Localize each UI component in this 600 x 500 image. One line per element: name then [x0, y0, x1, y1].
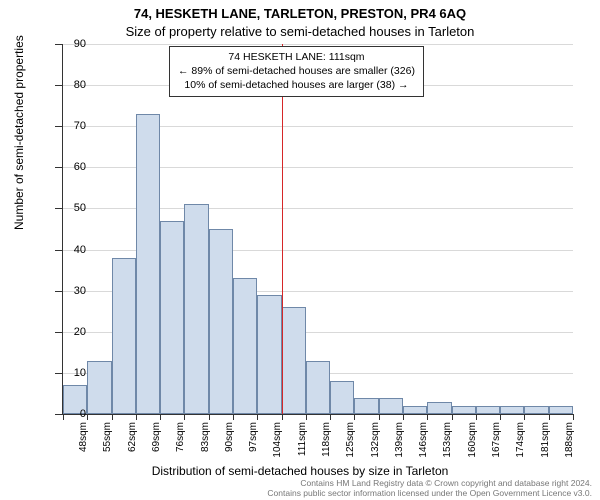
histogram-bar — [549, 406, 573, 414]
x-tick — [257, 414, 258, 420]
x-tick-label: 83sqm — [200, 422, 211, 452]
x-tick-label: 90sqm — [224, 422, 235, 452]
x-tick — [403, 414, 404, 420]
x-tick — [282, 414, 283, 420]
x-tick-label: 153sqm — [442, 422, 453, 458]
annotation-line3: 10% of semi-detached houses are larger (… — [178, 78, 415, 92]
x-tick — [476, 414, 477, 420]
y-tick-label: 90 — [56, 38, 86, 50]
y-tick-label: 20 — [56, 326, 86, 338]
x-axis-label: Distribution of semi-detached houses by … — [0, 464, 600, 478]
x-tick-label: 118sqm — [321, 422, 332, 457]
x-tick — [160, 414, 161, 420]
y-tick-label: 70 — [56, 120, 86, 132]
histogram-bar — [379, 398, 403, 414]
x-tick — [524, 414, 525, 420]
chart-title-sub: Size of property relative to semi-detach… — [0, 24, 600, 39]
y-tick-label: 10 — [56, 367, 86, 379]
x-tick-label: 139sqm — [394, 422, 405, 458]
x-tick-label: 167sqm — [491, 422, 502, 458]
x-tick-label: 104sqm — [272, 422, 283, 458]
x-tick — [427, 414, 428, 420]
histogram-bar — [136, 114, 160, 414]
x-tick — [379, 414, 380, 420]
histogram-bar — [354, 398, 378, 414]
x-tick-label: 55sqm — [102, 422, 113, 452]
x-tick — [233, 414, 234, 420]
x-tick — [136, 414, 137, 420]
x-tick — [112, 414, 113, 420]
x-tick — [549, 414, 550, 420]
histogram-bar — [403, 406, 427, 414]
histogram-bar — [87, 361, 111, 414]
histogram-bar — [209, 229, 233, 414]
x-tick-label: 62sqm — [127, 422, 138, 452]
x-tick-label: 125sqm — [345, 422, 356, 458]
plot-area: 74 HESKETH LANE: 111sqm ← 89% of semi-de… — [62, 44, 573, 415]
y-tick-label: 50 — [56, 202, 86, 214]
histogram-bar — [306, 361, 330, 414]
x-tick-label: 111sqm — [297, 422, 308, 456]
x-tick-label: 97sqm — [248, 422, 259, 452]
annotation-line2: ← 89% of semi-detached houses are smalle… — [178, 64, 415, 78]
x-tick-label: 188sqm — [564, 422, 575, 458]
x-tick — [306, 414, 307, 420]
footer-line2: Contains public sector information licen… — [267, 488, 592, 498]
y-tick-label: 80 — [56, 79, 86, 91]
footer-line1: Contains HM Land Registry data © Crown c… — [267, 478, 592, 488]
chart-title-main: 74, HESKETH LANE, TARLETON, PRESTON, PR4… — [0, 6, 600, 21]
annotation-box: 74 HESKETH LANE: 111sqm ← 89% of semi-de… — [169, 46, 424, 97]
reference-line — [282, 44, 283, 414]
chart-container: 74, HESKETH LANE, TARLETON, PRESTON, PR4… — [0, 0, 600, 500]
histogram-bar — [330, 381, 354, 414]
y-tick-label: 30 — [56, 285, 86, 297]
histogram-bar — [524, 406, 548, 414]
x-tick-label: 174sqm — [515, 422, 526, 458]
histogram-bar — [500, 406, 524, 414]
x-tick-label: 76sqm — [175, 422, 186, 452]
histogram-bar — [184, 204, 208, 414]
x-tick — [500, 414, 501, 420]
histogram-bar — [427, 402, 451, 414]
y-tick-label: 60 — [56, 161, 86, 173]
histogram-bar — [257, 295, 281, 414]
histogram-bar — [476, 406, 500, 414]
histogram-bar — [452, 406, 476, 414]
histogram-bar — [112, 258, 136, 414]
x-tick — [184, 414, 185, 420]
histogram-bar — [233, 278, 257, 414]
x-tick-label: 48sqm — [78, 422, 89, 452]
x-tick-label: 181sqm — [540, 422, 551, 458]
x-tick — [209, 414, 210, 420]
x-tick — [354, 414, 355, 420]
footer-attribution: Contains HM Land Registry data © Crown c… — [267, 478, 592, 498]
x-tick-label: 69sqm — [151, 422, 162, 452]
x-tick — [452, 414, 453, 420]
x-tick-label: 160sqm — [467, 422, 478, 458]
x-tick-label: 132sqm — [370, 422, 381, 458]
y-tick-label: 0 — [56, 408, 86, 420]
x-tick-label: 146sqm — [418, 422, 429, 458]
gridline — [63, 44, 573, 45]
y-tick-label: 40 — [56, 244, 86, 256]
histogram-bar — [282, 307, 306, 414]
x-tick — [87, 414, 88, 420]
histogram-bar — [160, 221, 184, 414]
x-tick — [330, 414, 331, 420]
annotation-line1: 74 HESKETH LANE: 111sqm — [178, 50, 415, 64]
x-tick — [573, 414, 574, 420]
y-axis-label: Number of semi-detached properties — [12, 35, 26, 230]
